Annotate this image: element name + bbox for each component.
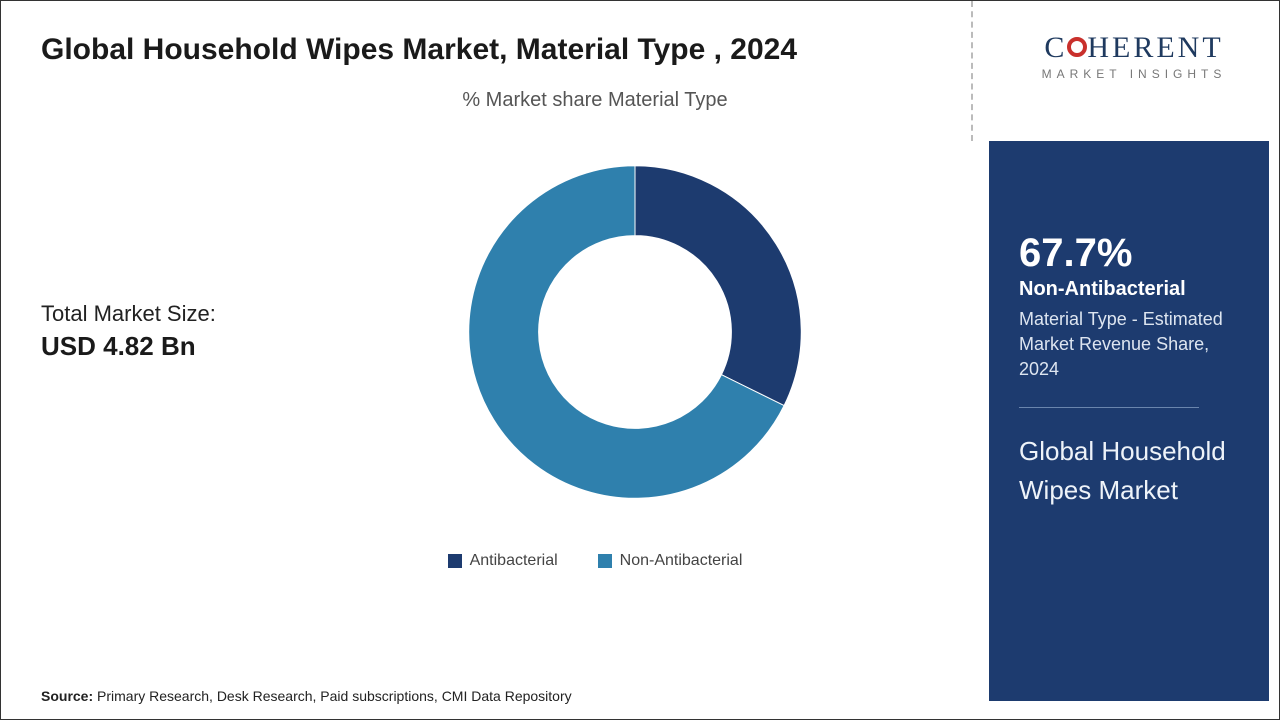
page-title: Global Household Wipes Market, Material … (41, 31, 969, 69)
sidebar: CHERENT MARKET INSIGHTS 67.7% Non-Antiba… (989, 1, 1279, 719)
info-percent: 67.7% (1019, 231, 1239, 276)
info-title: Global Household Wipes Market (1019, 432, 1239, 510)
donut-svg (445, 142, 825, 522)
source-line: Source: Primary Research, Desk Research,… (41, 688, 572, 704)
market-size-value: USD 4.82 Bn (41, 331, 301, 362)
source-text: Primary Research, Desk Research, Paid su… (93, 688, 572, 704)
info-panel: 67.7% Non-Antibacterial Material Type - … (989, 141, 1269, 701)
info-category: Non-Antibacterial (1019, 278, 1239, 301)
market-size-block: Total Market Size: USD 4.82 Bn (41, 301, 301, 362)
info-description: Material Type - Estimated Market Revenue… (1019, 307, 1239, 383)
donut-chart: xx.x% 67.7% (301, 142, 969, 522)
legend: Antibacterial Non-Antibacterial (41, 552, 969, 570)
logo: CHERENT MARKET INSIGHTS (989, 1, 1279, 141)
legend-swatch-icon (598, 554, 612, 568)
chart-area: Global Household Wipes Market, Material … (1, 1, 989, 719)
logo-subtext: MARKET INSIGHTS (1009, 67, 1259, 81)
market-size-label: Total Market Size: (41, 301, 301, 327)
legend-swatch-icon (448, 554, 462, 568)
vertical-divider (971, 1, 973, 141)
slice-label-antibacterial: xx.x% (809, 297, 854, 315)
main-container: Global Household Wipes Market, Material … (1, 1, 1279, 719)
chart-body: Total Market Size: USD 4.82 Bn xx.x% 67.… (41, 122, 969, 542)
logo-text: CHERENT (1009, 31, 1259, 65)
chart-subtitle: % Market share Material Type (41, 89, 969, 112)
legend-item-antibacterial: Antibacterial (448, 552, 558, 570)
info-divider (1019, 407, 1199, 408)
legend-item-non-antibacterial: Non-Antibacterial (598, 552, 743, 570)
legend-label: Antibacterial (470, 552, 558, 570)
source-prefix: Source: (41, 688, 93, 704)
slice-label-non-antibacterial: 67.7% (436, 394, 481, 412)
legend-label: Non-Antibacterial (620, 552, 743, 570)
